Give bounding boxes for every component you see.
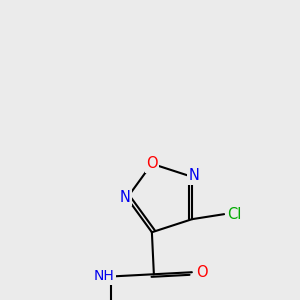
Text: O: O <box>196 265 208 280</box>
Text: N: N <box>120 190 130 205</box>
Text: O: O <box>146 156 158 171</box>
Text: NH: NH <box>94 269 114 283</box>
Text: N: N <box>189 168 200 183</box>
Text: Cl: Cl <box>227 207 241 222</box>
